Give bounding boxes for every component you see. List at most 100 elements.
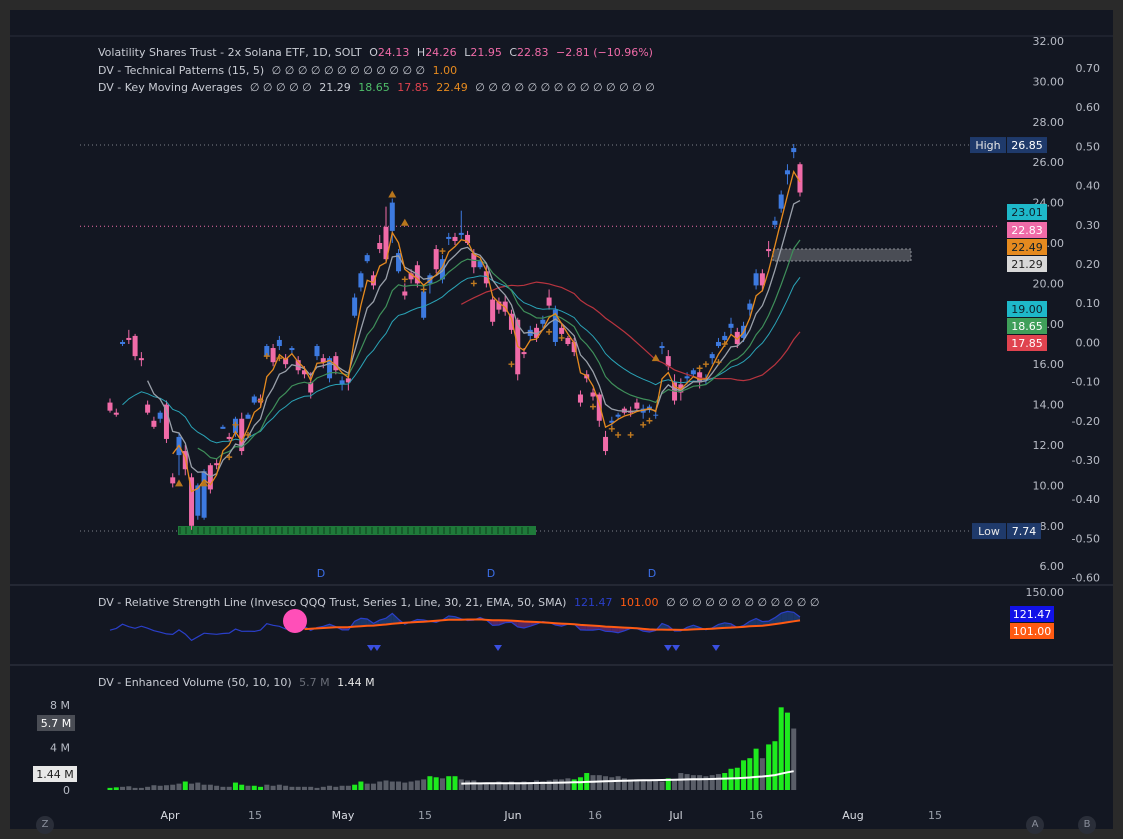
rs-legend[interactable]: DV - Relative Strength Line (Invesco QQQ…	[98, 596, 823, 609]
candle-body	[565, 337, 571, 344]
candle-body	[245, 414, 251, 419]
osc-tick-label: 0.40	[1076, 180, 1101, 193]
candle-body	[534, 327, 540, 338]
b-button[interactable]: B	[1078, 816, 1096, 834]
price-tick-label: 14.00	[1033, 399, 1065, 412]
candle-body	[408, 273, 414, 280]
price-tag-bg	[1007, 256, 1047, 272]
volume-bar	[389, 781, 395, 790]
candle-body	[402, 291, 408, 296]
rs-fill	[611, 626, 619, 633]
volume-bar	[339, 785, 345, 790]
candle-body	[559, 327, 565, 334]
volume-bar	[113, 787, 119, 790]
candle-body	[120, 341, 126, 344]
chart-canvas[interactable]: 32.0030.0028.0026.0024.0022.0020.0018.00…	[10, 10, 1113, 829]
volume-bar	[301, 786, 307, 790]
volume-legend[interactable]: DV - Enhanced Volume (50, 10, 10) 5.7 M …	[98, 676, 379, 689]
volume-bar	[226, 786, 232, 790]
pattern-cross	[558, 334, 565, 341]
candle-body	[728, 323, 734, 328]
candle-body	[126, 337, 132, 340]
volume-bar	[684, 774, 690, 790]
osc-tick-label: 0.10	[1076, 297, 1101, 310]
candle-body	[577, 394, 583, 403]
volume-bar	[577, 777, 583, 790]
volume-bar	[609, 777, 615, 790]
osc-tick-label: 0.50	[1076, 140, 1101, 153]
volume-bar	[653, 780, 659, 790]
volume-bar	[772, 741, 778, 790]
price-tag-bg	[1007, 222, 1047, 238]
candle-body	[646, 406, 652, 409]
time-axis-label: Aug	[842, 809, 863, 822]
z-button[interactable]: Z	[36, 816, 54, 834]
volume-bar	[414, 780, 420, 790]
price-tick-label: 10.00	[1033, 479, 1065, 492]
candle-body	[709, 354, 715, 359]
candle-body	[653, 414, 659, 416]
candle-body	[715, 341, 721, 347]
rs-value-2: 101.00	[619, 596, 659, 609]
candle-body	[452, 236, 458, 241]
candle-body	[747, 303, 753, 310]
volume-bar	[621, 778, 627, 790]
a-button[interactable]: A	[1026, 816, 1044, 834]
pattern-cross	[615, 431, 622, 438]
patterns-legend[interactable]: DV - Technical Patterns (15, 5) ∅ ∅ ∅ ∅ …	[98, 64, 461, 77]
rs-marker	[664, 645, 672, 651]
base-zone	[178, 526, 536, 535]
candle-body	[596, 394, 602, 421]
volume-last-tag-bg	[33, 766, 77, 782]
price-tag-bg	[1007, 239, 1047, 255]
candle-body	[289, 348, 295, 351]
volume-bar	[207, 784, 213, 790]
pattern-triangle	[651, 354, 660, 362]
main-legend[interactable]: Volatility Shares Trust - 2x Solana ETF,…	[98, 46, 657, 59]
rs-marker	[494, 645, 502, 651]
price-tick-label: 8.00	[1040, 520, 1065, 533]
d-marker: D	[648, 567, 656, 580]
candle-body	[189, 477, 195, 526]
candle-body	[609, 420, 615, 423]
price-tick-label: 20.00	[1033, 277, 1065, 290]
volume-bar	[220, 786, 226, 790]
ma-legend[interactable]: DV - Key Moving Averages ∅ ∅ ∅ ∅ ∅ 21.29…	[98, 81, 659, 94]
rs-highlight-dot	[283, 609, 307, 633]
candle-body	[678, 384, 684, 393]
candle-body	[433, 249, 439, 270]
volume-bar	[195, 782, 201, 790]
time-axis-label: Apr	[160, 809, 180, 822]
ma-value-1: 21.29	[319, 81, 351, 94]
ma-cyan-line	[122, 275, 801, 444]
candle-body	[465, 234, 471, 243]
volume-bar	[157, 785, 163, 790]
pattern-cross	[226, 454, 233, 461]
rs-marker	[712, 645, 720, 651]
volume-bar	[697, 775, 703, 790]
candle-body	[690, 370, 696, 375]
candle-body	[157, 412, 163, 419]
candle-body	[339, 380, 345, 385]
candle-body	[364, 255, 370, 262]
candle-body	[772, 220, 778, 225]
osc-tick-label: 0.70	[1076, 62, 1101, 75]
candle-body	[270, 348, 276, 363]
candle-body	[320, 358, 326, 363]
candle-body	[308, 382, 314, 393]
low-value: 7.74	[1012, 525, 1037, 538]
volume-bar	[784, 712, 790, 790]
low-value-bg	[1007, 523, 1041, 540]
volume-bar	[628, 779, 634, 790]
volume-bar	[703, 776, 709, 790]
candle-body	[546, 297, 552, 306]
ma-prefix: ∅ ∅ ∅ ∅ ∅	[249, 81, 312, 94]
rs-ma-line	[304, 618, 801, 631]
candle-body	[766, 249, 772, 252]
candle-body	[797, 164, 803, 193]
candle-body	[220, 426, 226, 429]
price-tick-label: 12.00	[1033, 439, 1065, 452]
volume-average-line	[461, 770, 794, 785]
candle-body	[697, 372, 703, 383]
volume-bar	[120, 786, 126, 790]
